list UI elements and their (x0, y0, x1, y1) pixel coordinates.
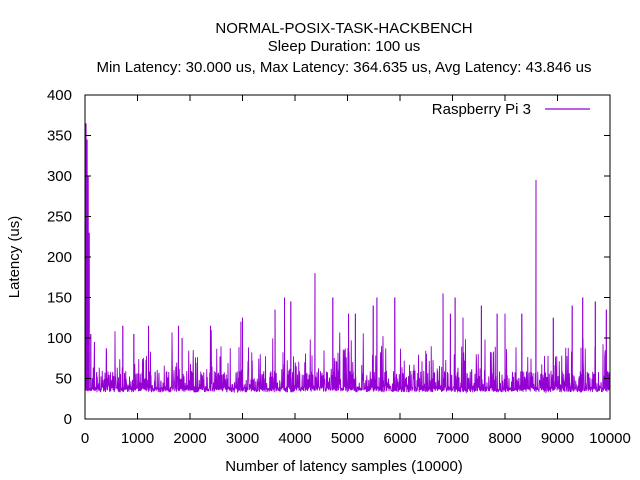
x-tick-label: 4000 (278, 430, 311, 447)
x-axis-label: Number of latency samples (10000) (225, 458, 463, 475)
y-tick-label: 50 (55, 371, 72, 388)
y-tick-label: 350 (47, 128, 72, 145)
x-tick-label: 5000 (331, 430, 364, 447)
series-raspberry-pi-3 (84, 123, 611, 394)
x-tick-label: 10000 (589, 430, 631, 447)
x-tick-label: 8000 (488, 430, 521, 447)
y-tick-label: 300 (47, 168, 72, 185)
chart-title: NORMAL-POSIX-TASK-HACKBENCH (215, 20, 472, 37)
chart-subtitle: Sleep Duration: 100 us (268, 38, 421, 55)
y-tick-label: 200 (47, 249, 72, 266)
y-tick-label: 250 (47, 209, 72, 226)
axis-ticks: 0 1000 2000 3000 4000 5000 6000 7000 8000 9000 100… (47, 87, 631, 447)
x-tick-label: 2000 (173, 430, 206, 447)
x-tick-label: 3000 (226, 430, 259, 447)
legend-label: Raspberry Pi 3 (432, 101, 531, 118)
legend: Raspberry Pi 3 (432, 101, 590, 118)
chart-stats-line: Min Latency: 30.000 us, Max Latency: 364… (96, 59, 591, 76)
y-tick-label: 0 (64, 411, 72, 428)
x-tick-label: 0 (81, 430, 89, 447)
latency-trace (84, 123, 611, 394)
x-tick-label: 6000 (383, 430, 416, 447)
x-tick-label: 7000 (436, 430, 469, 447)
y-tick-label: 400 (47, 87, 72, 104)
x-tick-label: 1000 (121, 430, 154, 447)
y-tick-label: 100 (47, 330, 72, 347)
y-tick-label: 150 (47, 290, 72, 307)
y-axis-label: Latency (us) (6, 216, 23, 299)
x-tick-label: 9000 (541, 430, 574, 447)
